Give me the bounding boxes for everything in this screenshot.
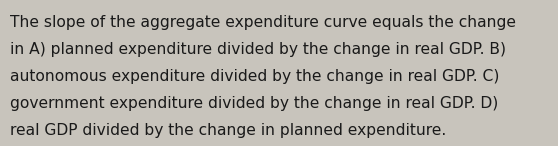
Text: The slope of the aggregate expenditure curve equals the change: The slope of the aggregate expenditure c…: [10, 15, 516, 30]
Text: in A) planned expenditure divided by the change in real GDP. B): in A) planned expenditure divided by the…: [10, 42, 506, 57]
Text: autonomous expenditure divided by the change in real GDP. C): autonomous expenditure divided by the ch…: [10, 69, 499, 84]
Text: real GDP divided by the change in planned expenditure.: real GDP divided by the change in planne…: [10, 123, 446, 138]
Text: government expenditure divided by the change in real GDP. D): government expenditure divided by the ch…: [10, 96, 498, 111]
